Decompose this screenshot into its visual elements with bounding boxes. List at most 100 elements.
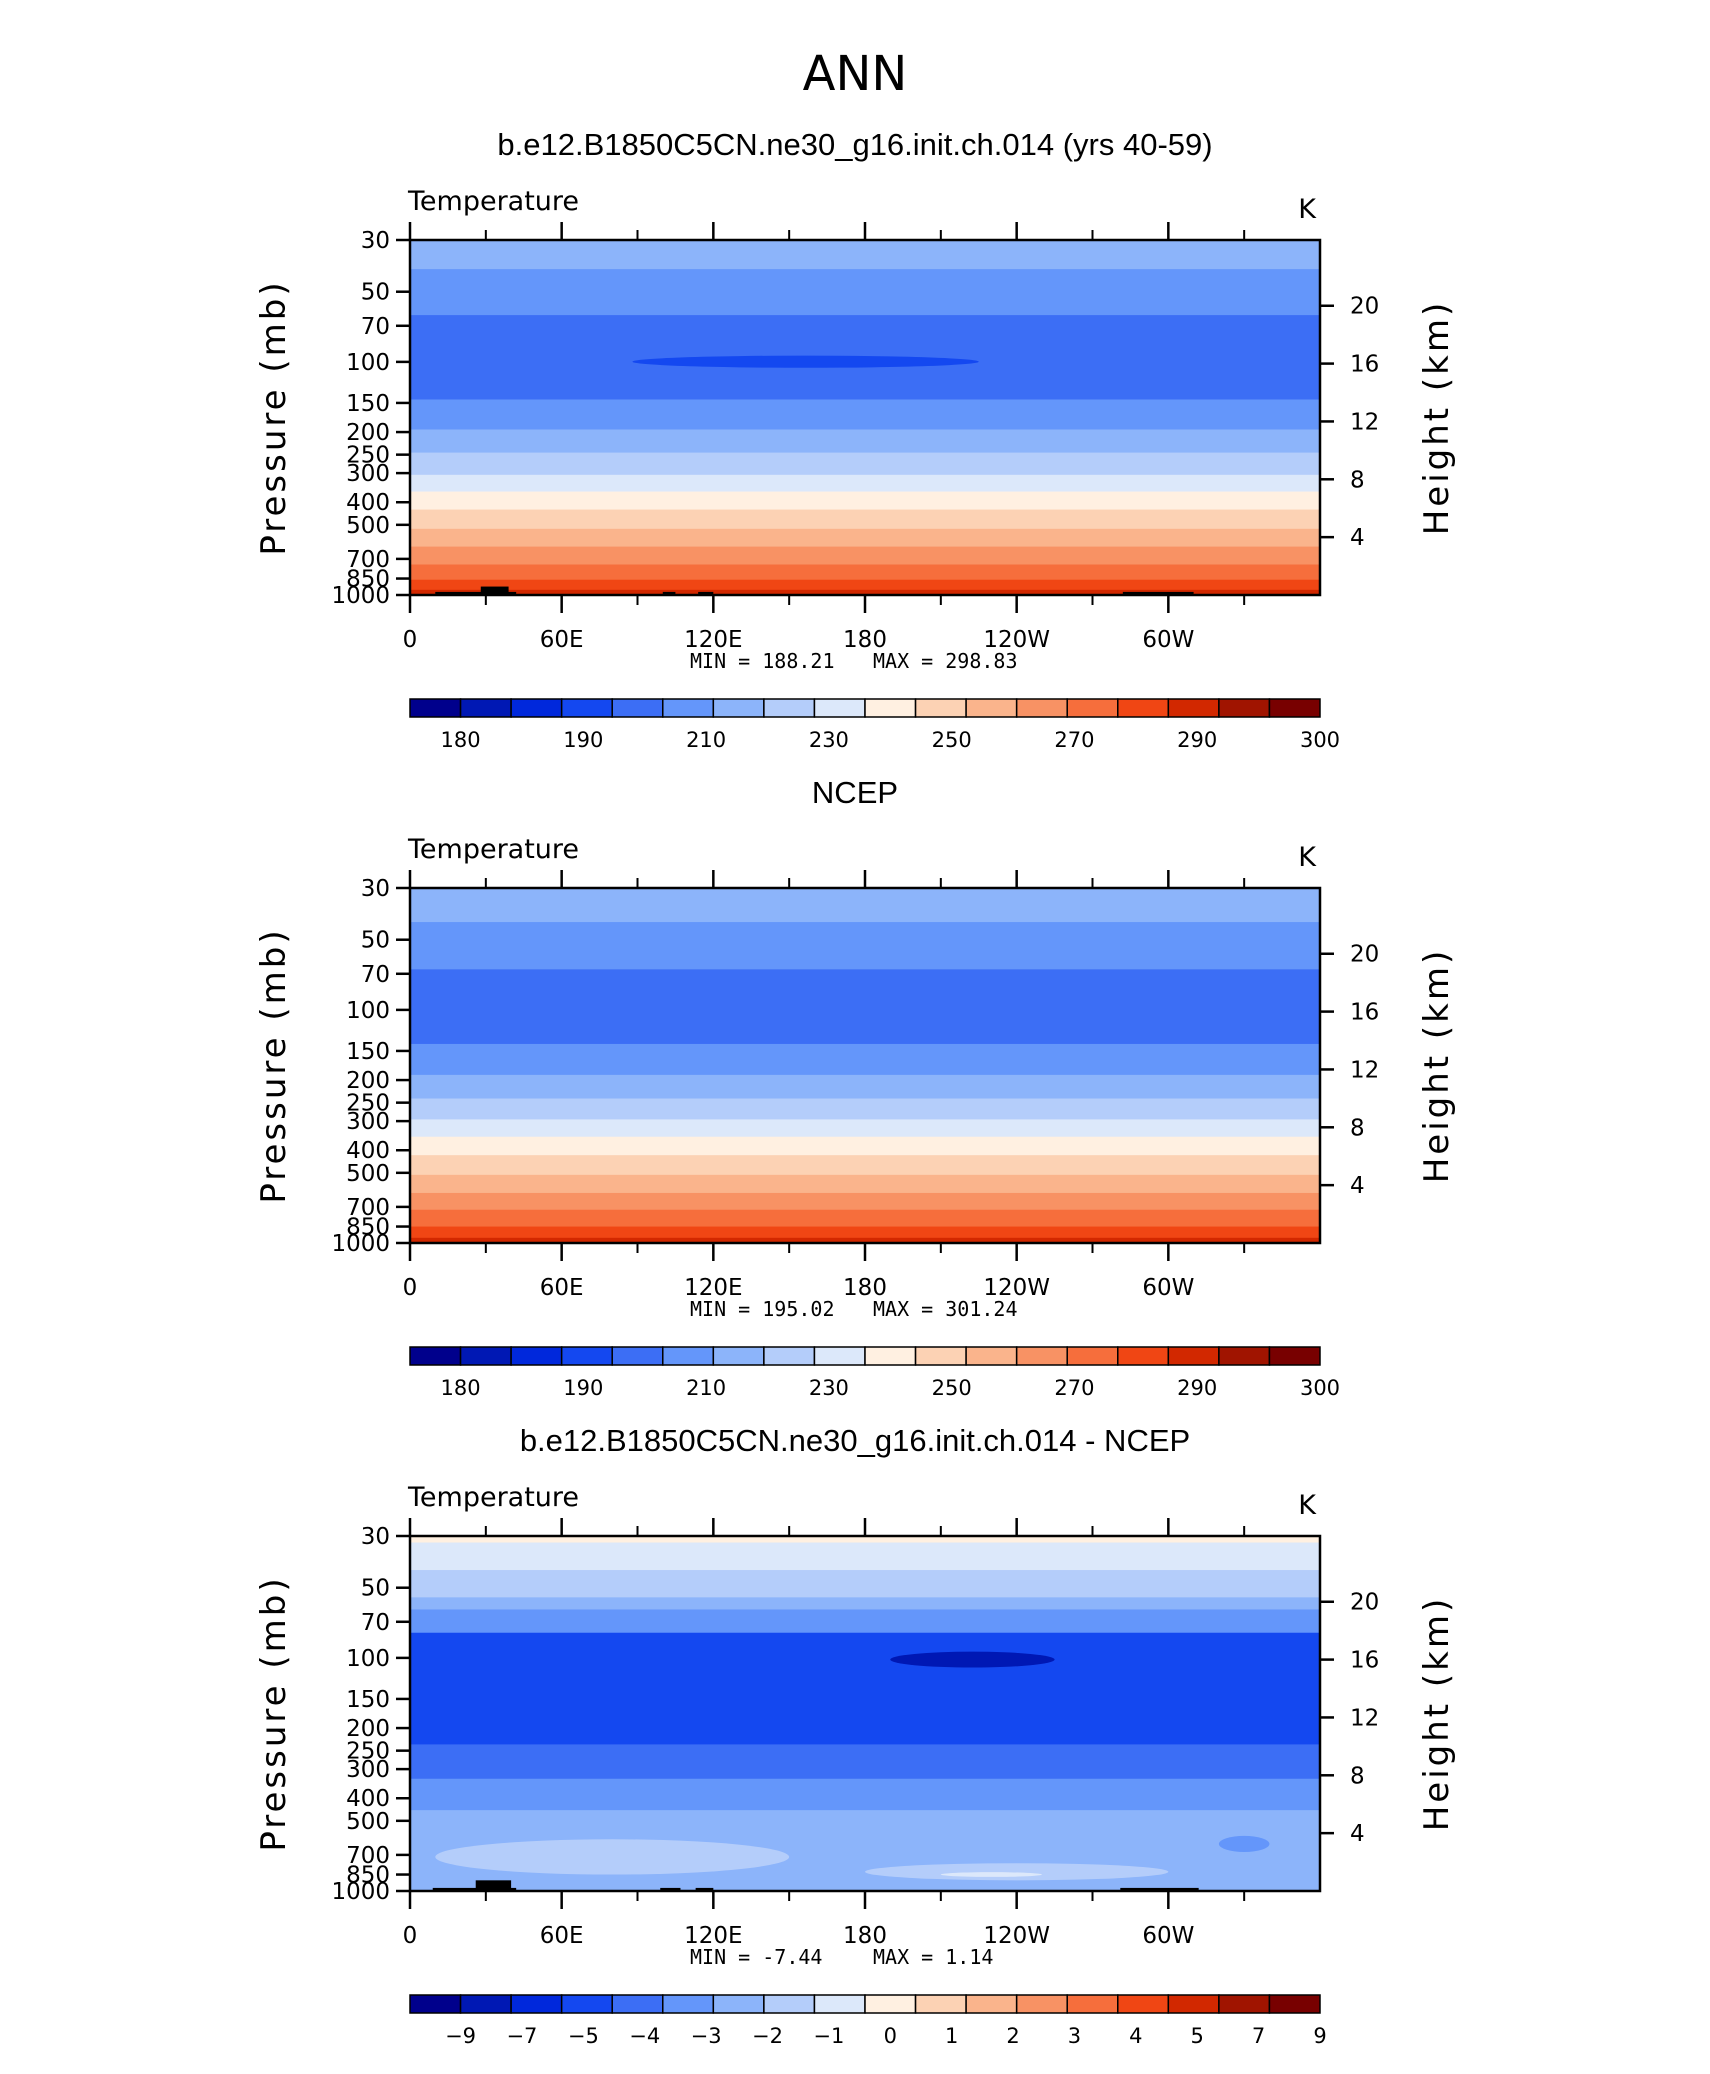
y2-tick-label: 8 [1350, 1115, 1365, 1141]
x-tick-label: 60W [1142, 627, 1194, 653]
variable-label: Temperature [407, 834, 579, 865]
colorbar-swatch [1117, 1346, 1170, 1366]
contour-field [410, 240, 1320, 595]
contour-field [410, 888, 1320, 1243]
colorbar-swatch [712, 1346, 765, 1366]
y-tick-label: 200 [346, 1068, 390, 1094]
contour-band [410, 269, 1320, 316]
colorbar-swatch [864, 698, 917, 718]
colorbar-swatch [1268, 1346, 1321, 1366]
colorbar-label: 250 [932, 1376, 972, 1400]
y-tick-label: 150 [346, 1039, 390, 1065]
y2-tick-label: 4 [1350, 1173, 1365, 1199]
colorbar-label: 290 [1177, 1376, 1217, 1400]
x-tick-label: 120E [684, 1923, 742, 1949]
colorbar-swatch [662, 698, 715, 718]
y2-axis-title: Height (km) [1417, 948, 1457, 1184]
min-label: MIN = 188.21 [690, 649, 835, 673]
x-tick-label: 120E [684, 1275, 742, 1301]
colorbar-swatch [611, 1346, 664, 1366]
colorbar-label: −2 [752, 2024, 783, 2048]
colorbar-label: 3 [1068, 2024, 1081, 2048]
contour-band [410, 1155, 1320, 1176]
colorbar-swatch [560, 1994, 613, 2014]
topography-mask [480, 586, 509, 595]
contour-band [410, 1136, 1320, 1156]
y-tick-label: 300 [346, 1757, 390, 1783]
y-tick-label: 300 [346, 1109, 390, 1135]
y-tick-label: 100 [346, 350, 390, 376]
y-axis-title: Pressure (mb) [254, 1575, 294, 1851]
topography-mask [660, 1887, 681, 1891]
colorbar-label: −7 [506, 2024, 537, 2048]
colorbar-swatch [965, 1994, 1018, 2014]
y-tick-label: 400 [346, 1138, 390, 1164]
colorbar-swatch [1218, 1346, 1271, 1366]
colorbar-swatch [510, 698, 563, 718]
contour-band [410, 240, 1320, 270]
y-tick-label: 700 [346, 547, 390, 573]
colorbar-swatch [813, 1346, 866, 1366]
colorbar-label: 230 [809, 1376, 849, 1400]
colorbar-swatch [712, 698, 765, 718]
figure-title: ANN [803, 46, 908, 102]
x-tick-label: 120W [983, 627, 1050, 653]
contour-band [410, 1226, 1320, 1239]
y-tick-label: 400 [346, 1786, 390, 1812]
topography-mask [1120, 1887, 1199, 1891]
contour-band [410, 1778, 1320, 1811]
contour-band [410, 589, 1320, 595]
colorbar-swatch [1167, 698, 1220, 718]
colorbar-swatch [914, 1994, 967, 2014]
colorbar-swatch [965, 698, 1018, 718]
contour-band [410, 1043, 1320, 1076]
colorbar-label: −5 [568, 2024, 599, 2048]
colorbar-swatch [1117, 1994, 1170, 2014]
contour-band [410, 1536, 1320, 1544]
colorbar-swatch [1268, 698, 1321, 718]
variable-label: Temperature [407, 1482, 579, 1513]
colorbar-label: 7 [1252, 2024, 1265, 2048]
contour-band [410, 1209, 1320, 1228]
y2-tick-label: 8 [1350, 1763, 1365, 1789]
topography-mask [432, 1887, 517, 1891]
y-tick-label: 50 [361, 928, 390, 954]
units-label: K [1298, 1490, 1317, 1521]
x-tick-label: 60E [540, 1923, 584, 1949]
colorbar-label: 300 [1300, 1376, 1340, 1400]
colorbar-swatch [1066, 698, 1119, 718]
colorbar-swatch [914, 1346, 967, 1366]
colorbar-label: 2 [1006, 2024, 1019, 2048]
contour-band [410, 491, 1320, 511]
colorbar-swatch [560, 698, 613, 718]
colorbar-swatch [459, 1994, 512, 2014]
contour-band [410, 922, 1320, 970]
topography-mask [475, 1880, 512, 1891]
contour-feature [632, 355, 979, 368]
x-tick-label: 120E [684, 627, 742, 653]
x-tick-label: 60E [540, 627, 584, 653]
y2-tick-label: 4 [1350, 1821, 1365, 1847]
colorbar-label: 270 [1054, 1376, 1094, 1400]
colorbar-swatch [1218, 1994, 1271, 2014]
x-tick-label: 0 [403, 1275, 418, 1301]
contour-band [410, 1119, 1320, 1138]
y2-tick-label: 12 [1350, 409, 1379, 435]
min-label: MIN = 195.02 [690, 1297, 835, 1321]
y-tick-label: 400 [346, 490, 390, 516]
topography-mask [662, 591, 676, 595]
x-tick-label: 60E [540, 1275, 584, 1301]
y-tick-label: 850 [346, 567, 390, 593]
colorbar-label: −4 [629, 2024, 660, 2048]
colorbar-label: 1 [945, 2024, 958, 2048]
colorbar-label: 290 [1177, 728, 1217, 752]
colorbar-swatch [813, 1994, 866, 2014]
contour-feature [865, 1863, 1169, 1881]
colorbar-swatch [1066, 1994, 1119, 2014]
colorbar-label: 190 [563, 1376, 603, 1400]
y-tick-label: 300 [346, 461, 390, 487]
colorbar-swatch [1015, 698, 1068, 718]
y-tick-label: 700 [346, 1843, 390, 1869]
y-tick-label: 70 [361, 1610, 390, 1636]
contour-band [410, 1570, 1320, 1598]
